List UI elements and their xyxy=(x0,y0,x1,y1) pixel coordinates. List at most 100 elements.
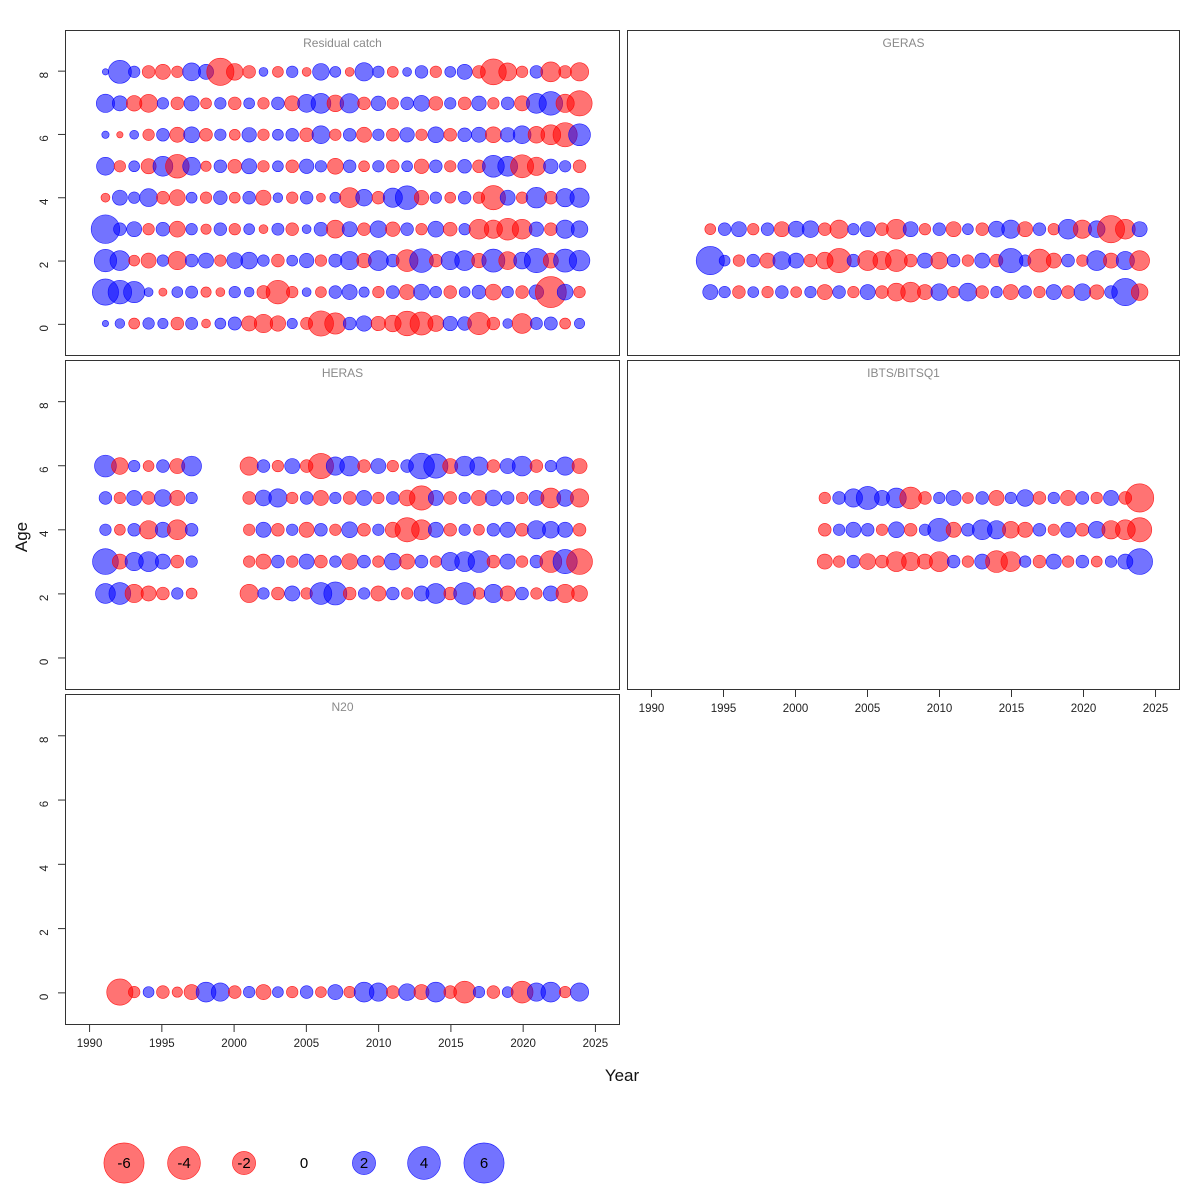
legend-value-label: -2 xyxy=(237,1155,250,1172)
residual-bubble xyxy=(127,523,141,537)
residual-bubble xyxy=(154,489,172,507)
residual-bubble xyxy=(213,159,228,173)
residual-bubble xyxy=(1131,221,1148,238)
residual-bubble xyxy=(286,555,299,568)
y-tick-label: 4 xyxy=(39,198,51,205)
residual-bubble xyxy=(126,490,143,506)
residual-bubble xyxy=(183,126,200,144)
residual-bubble xyxy=(271,459,284,473)
residual-bubble xyxy=(108,60,132,84)
residual-bubble xyxy=(232,1151,256,1175)
residual-bubble xyxy=(1062,555,1075,568)
residual-bubble xyxy=(501,96,515,111)
residual-bubble xyxy=(301,224,312,234)
residual-bubble xyxy=(555,456,575,476)
residual-bubble xyxy=(773,221,790,238)
panel-heras: HERAS xyxy=(65,360,620,690)
legend-value-label: 0 xyxy=(300,1155,308,1172)
residual-bubble xyxy=(357,554,371,569)
residual-bubble xyxy=(242,191,256,205)
residual-bubble xyxy=(272,192,284,203)
residual-bubble xyxy=(185,555,198,568)
residual-bubble xyxy=(257,97,270,110)
residual-bubble xyxy=(286,286,299,299)
residual-bubble xyxy=(169,220,186,238)
residual-bubble xyxy=(215,287,226,297)
residual-bubble xyxy=(458,491,471,505)
residual-bubble xyxy=(139,188,158,207)
residual-bubble xyxy=(1033,286,1046,299)
residual-bubble xyxy=(816,553,833,570)
residual-bubble xyxy=(930,283,948,301)
residual-bubble xyxy=(113,491,126,505)
legend-value-label: 6 xyxy=(480,1155,488,1172)
residual-bubble xyxy=(171,286,184,298)
residual-bubble xyxy=(487,97,500,110)
residual-bubble xyxy=(499,585,516,602)
residual-bubble xyxy=(240,251,258,270)
residual-bubble xyxy=(98,491,113,505)
residual-bubble xyxy=(429,159,443,173)
residual-bubble xyxy=(201,318,211,329)
residual-bubble xyxy=(214,97,227,110)
residual-bubble xyxy=(528,221,544,237)
residual-bubble xyxy=(272,66,284,78)
residual-bubble xyxy=(899,486,922,510)
residual-bubble xyxy=(243,223,255,235)
residual-bubble xyxy=(255,984,272,1000)
residual-bubble xyxy=(511,455,533,477)
residual-bubble xyxy=(946,554,961,569)
residual-bubble xyxy=(314,254,327,267)
panel-residual-catch: Residual catch xyxy=(65,30,620,356)
residual-bubble xyxy=(357,459,371,473)
residual-bubble xyxy=(114,318,126,329)
residual-bubble xyxy=(227,159,242,174)
residual-bubble xyxy=(747,223,760,236)
residual-bubble xyxy=(1126,548,1153,575)
residual-bubble xyxy=(775,285,789,299)
residual-bubble xyxy=(96,157,115,176)
residual-bubble xyxy=(975,222,989,236)
residual-bubble xyxy=(988,490,1005,506)
residual-bubble xyxy=(169,490,186,506)
residual-bubble xyxy=(129,129,139,140)
residual-bubble xyxy=(271,586,285,601)
residual-bubble xyxy=(329,555,342,568)
residual-bubble xyxy=(485,489,502,507)
residual-bubble xyxy=(184,523,199,537)
panel-canvas-ibts-bitsq1 xyxy=(816,483,1155,575)
residual-bubble xyxy=(271,96,285,111)
residual-bubble xyxy=(932,222,946,236)
residual-bubble xyxy=(311,125,331,145)
residual-bubble xyxy=(327,984,344,1000)
y-tick-label: 6 xyxy=(39,801,51,807)
residual-bubble xyxy=(544,222,558,236)
residual-bubble xyxy=(443,222,458,237)
residual-bubble xyxy=(458,223,471,236)
residual-bubble xyxy=(402,67,412,77)
residual-bubble xyxy=(342,491,357,505)
residual-bubble xyxy=(529,459,544,473)
residual-bubble xyxy=(427,490,444,506)
residual-bubble xyxy=(572,523,587,537)
residual-bubble xyxy=(1075,491,1090,505)
residual-bubble xyxy=(272,128,284,141)
residual-bubble xyxy=(1061,285,1075,299)
residual-bubble xyxy=(214,254,227,267)
residual-bubble xyxy=(284,585,301,602)
residual-bubble xyxy=(499,521,516,538)
residual-bubble xyxy=(255,521,272,538)
residual-bubble xyxy=(962,223,974,235)
residual-bubble xyxy=(167,1146,201,1180)
residual-bubble xyxy=(200,97,212,110)
residual-bubble xyxy=(962,492,974,504)
size-color-legend: -6 -4 -2 0 2 4 6 xyxy=(103,1142,505,1184)
residual-bubble xyxy=(816,284,833,300)
residual-bubble xyxy=(718,254,731,267)
residual-bubble xyxy=(358,286,370,298)
residual-bubble xyxy=(101,320,109,327)
residual-bubble xyxy=(341,221,358,238)
legend-value-label: -4 xyxy=(177,1155,190,1172)
y-tick-label: 6 xyxy=(39,135,51,141)
residual-bubble xyxy=(314,523,328,537)
